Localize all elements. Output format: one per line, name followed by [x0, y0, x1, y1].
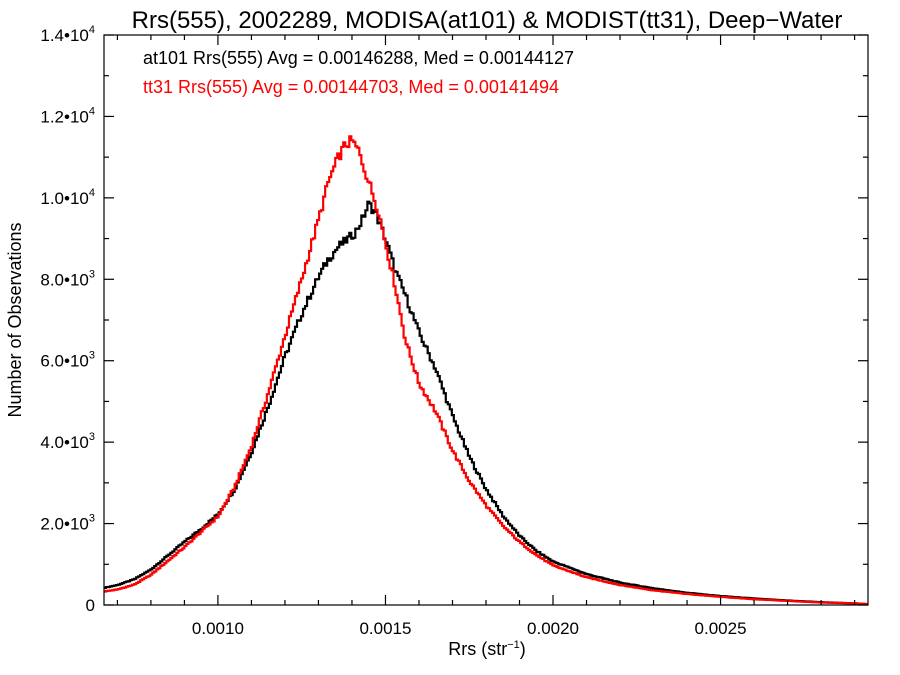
y-tick-label: 0: [86, 596, 95, 615]
y-tick-label: 1.2•104: [40, 105, 95, 126]
chart-title: Rrs(555), 2002289, MODISA(at101) & MODIS…: [132, 7, 843, 34]
legend-annotation-tt31: tt31 Rrs(555) Avg = 0.00144703, Med = 0.…: [143, 77, 559, 97]
x-axis-label: Rrs (str−1): [448, 639, 526, 659]
x-tick-label: 0.0010: [192, 619, 244, 638]
x-tick-label: 0.0015: [359, 619, 411, 638]
x-tick-label: 0.0025: [695, 619, 747, 638]
series-layer: [104, 135, 868, 606]
x-axis-label-main: Rrs (str: [448, 639, 507, 659]
y-tick-label: 6.0•103: [40, 350, 95, 371]
legend-annotation-at101: at101 Rrs(555) Avg = 0.00146288, Med = 0…: [143, 48, 574, 68]
y-tick-label: 4.0•103: [40, 431, 95, 452]
series-line-1: [104, 135, 868, 606]
y-tick-label: 1.0•104: [40, 187, 95, 208]
y-axis-label: Number of Observations: [5, 222, 25, 417]
y-tick-label: 1.4•104: [40, 24, 95, 45]
y-tick-label: 8.0•103: [40, 268, 95, 289]
plot-frame: [103, 34, 869, 606]
series-line-0: [104, 200, 868, 606]
x-axis-label-exponent: −1: [507, 639, 520, 651]
x-axis-label-close: ): [520, 639, 526, 659]
y-tick-label: 2.0•103: [40, 513, 95, 534]
ticks-layer: 0.0010 0.0015 0.0020 0.0025 0 2.0•103 4.0•103 6…: [40, 24, 868, 638]
x-tick-label: 0.0020: [527, 619, 579, 638]
